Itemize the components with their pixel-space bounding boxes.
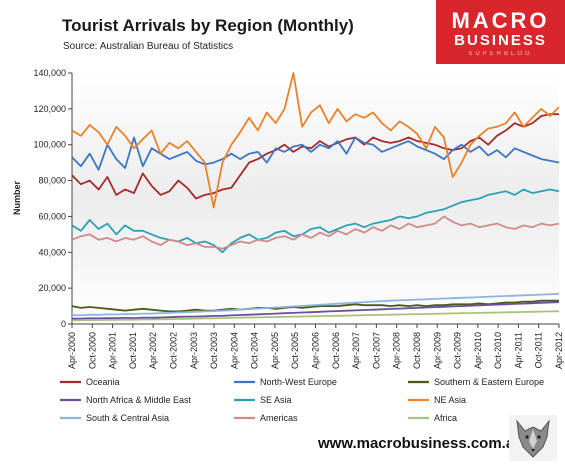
- x-tick-label: Oct-2005: [290, 332, 300, 369]
- series-line-north-africa-middle-east: [72, 301, 560, 320]
- legend-label: North Africa & Middle East: [86, 395, 192, 405]
- series-line-americas: [71, 215, 560, 250]
- x-tick-label: Oct-2002: [168, 332, 178, 369]
- y-axis-title: Number: [12, 181, 22, 216]
- y-tick-label: 0: [61, 319, 66, 329]
- legend-label: North-West Europe: [260, 377, 337, 387]
- legend-label: Americas: [260, 413, 298, 423]
- y-tick-label: 20,000: [38, 283, 66, 293]
- legend-label: Southern & Eastern Europe: [434, 377, 544, 387]
- legend-label: NE Asia: [434, 395, 466, 405]
- x-tick-label: Apr-2003: [189, 332, 199, 369]
- legend-label: SE Asia: [260, 395, 292, 405]
- x-tick-label: Oct-2010: [493, 332, 503, 369]
- x-tick-label: Apr-2005: [270, 332, 280, 369]
- plot-area: [72, 73, 559, 324]
- series-lines: [71, 72, 560, 322]
- logo-line1: MACRO: [451, 8, 550, 33]
- legend-label: Oceania: [86, 377, 120, 387]
- wolf-icon: [509, 415, 557, 461]
- x-tick-label: Apr-2002: [148, 332, 158, 369]
- legend-label: Africa: [434, 413, 457, 423]
- legend: Oceania North-West Europe Southern & Easte…: [60, 377, 544, 423]
- x-tick-label: Oct-2001: [128, 332, 138, 369]
- y-tick-label: 120,000: [33, 104, 66, 114]
- series-line-se-asia: [71, 188, 560, 254]
- x-tick-label: Apr-2011: [513, 332, 523, 368]
- x-tick-label: Oct-2008: [412, 332, 422, 369]
- y-tick-label: 40,000: [38, 247, 66, 257]
- x-tick-label: Oct-2007: [371, 332, 381, 369]
- logo-line2: BUSINESS: [454, 32, 547, 49]
- x-axis: Apr-2000 Oct-2000 Apr-2001 Oct-2001 Apr-2002…: [67, 323, 564, 369]
- x-tick-label: Apr-2000: [67, 332, 77, 369]
- chart-title: Tourist Arrivals by Region (Monthly): [62, 16, 354, 35]
- site-url[interactable]: www.macrobusiness.com.au: [318, 435, 524, 452]
- series-line-africa: [71, 310, 560, 322]
- x-tick-label: Oct-2009: [453, 332, 463, 369]
- x-tick-label: Oct-2004: [250, 332, 260, 369]
- series-line-southern-eastern-europe: [71, 299, 559, 313]
- y-axis: 0 20,000 40,000 60,000 80,000 100,000 120,000 1…: [33, 68, 73, 329]
- x-tick-label: Oct-2011: [534, 332, 544, 368]
- chart-source: Source: Australian Bureau of Statistics: [63, 41, 234, 52]
- series-line-ne-asia: [71, 72, 560, 209]
- x-tick-label: Apr-2004: [229, 332, 239, 369]
- x-tick-label: Apr-2007: [351, 332, 361, 369]
- x-tick-label: Oct-2006: [331, 332, 341, 369]
- x-tick-label: Apr-2006: [311, 332, 321, 369]
- series-line-north-west-europe: [71, 136, 560, 171]
- legend-label: South & Central Asia: [86, 413, 169, 423]
- series-line-south-central-asia: [71, 293, 560, 317]
- logo-line3: SUPERBLOG: [468, 51, 533, 57]
- y-tick-label: 80,000: [38, 176, 66, 186]
- x-tick-label: Apr-2008: [392, 332, 402, 369]
- x-tick-label: Oct-2003: [209, 332, 219, 369]
- x-tick-label: Apr-2010: [473, 332, 483, 369]
- y-tick-label: 100,000: [33, 140, 66, 150]
- y-tick-label: 140,000: [33, 68, 66, 78]
- x-tick-label: Oct-2000: [87, 332, 97, 369]
- x-tick-label: Apr-2009: [432, 332, 442, 369]
- x-tick-label: Apr-2012: [554, 332, 564, 369]
- x-tick-label: Apr-2001: [108, 332, 118, 369]
- y-tick-label: 60,000: [38, 211, 66, 221]
- macrobusiness-logo: MACRO BUSINESS SUPERBLOG: [436, 0, 565, 64]
